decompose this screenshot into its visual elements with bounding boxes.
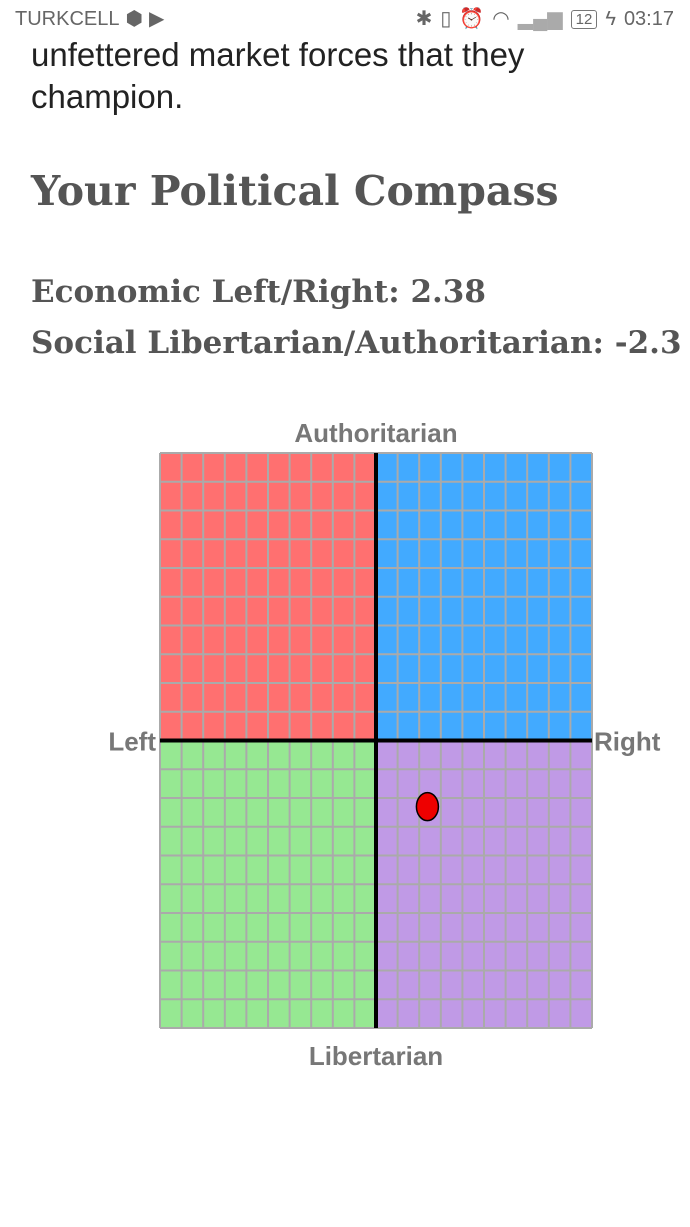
signal-icon: ▂▄▆ <box>517 8 563 30</box>
article-text-clipped: unfettered market forces that they <box>31 36 525 73</box>
result-point <box>415 791 440 822</box>
label-right: Right <box>594 727 661 757</box>
battery-icon: 12 <box>570 9 598 29</box>
wifi-icon: ◠ <box>492 8 510 30</box>
label-authoritarian: Authoritarian <box>294 418 457 448</box>
status-bar: TURKCELL ⬢ ▶ ✱ ▯ ⏰ ◠ ▂▄▆ 12 ϟ 03:17 <box>0 0 690 34</box>
article-text: champion. <box>31 78 184 115</box>
sync-icon: ⬢ <box>125 8 143 30</box>
label-libertarian: Libertarian <box>309 1041 443 1071</box>
carrier-name: TURKCELL <box>15 8 120 30</box>
social-score: Social Libertarian/Authoritarian: -2.3 <box>31 325 682 361</box>
play-store-icon: ▶ <box>148 8 165 30</box>
alarm-icon: ⏰ <box>459 8 485 30</box>
label-left: Left <box>108 727 156 757</box>
page-title: Your Political Compass <box>31 167 559 215</box>
economic-score: Economic Left/Right: 2.38 <box>31 274 486 310</box>
vibrate-icon: ▯ <box>440 8 452 30</box>
bluetooth-icon: ✱ <box>415 8 433 30</box>
clock: 03:17 <box>623 8 674 30</box>
charging-icon: ϟ <box>605 8 616 30</box>
political-compass-chart: Authoritarian Libertarian Left Right <box>108 418 661 1071</box>
